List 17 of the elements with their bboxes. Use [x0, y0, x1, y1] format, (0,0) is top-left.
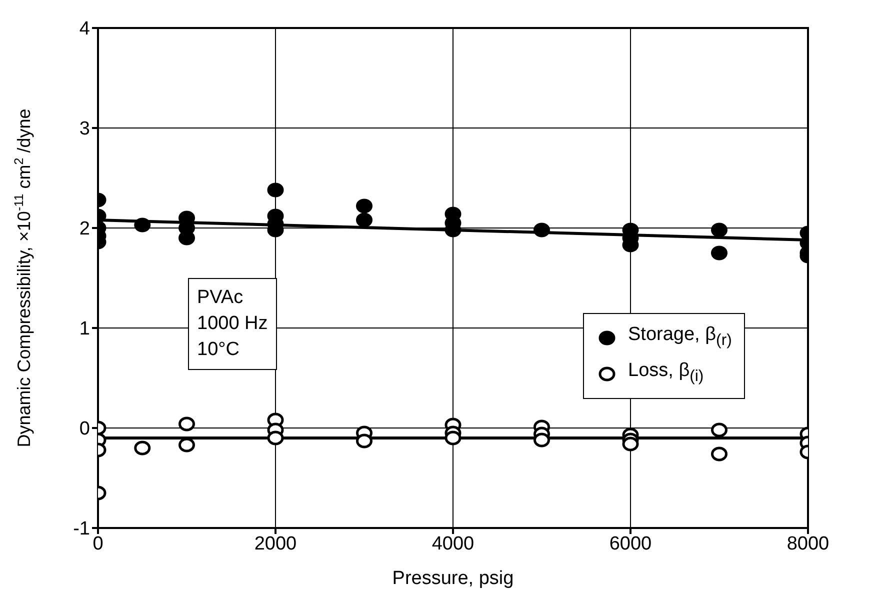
x-tick-label: 0: [92, 533, 104, 554]
x-tick-label: 2000: [254, 533, 297, 554]
y-tick-label: 1: [79, 318, 90, 340]
annotation: 1000 Hz: [197, 312, 268, 336]
y-tick-label: 0: [79, 418, 90, 440]
y-tick-label: 4: [79, 18, 90, 40]
y-tick-label: 3: [79, 118, 90, 140]
y-tick-label: -1: [73, 518, 90, 540]
x-tick-label: 8000: [786, 533, 830, 554]
annotation: 10°C: [197, 338, 240, 362]
legend-label: Loss, β$_{(i)}$: [628, 358, 704, 387]
x-tick-label: 4000: [432, 533, 474, 554]
x-tick-label: 6000: [609, 533, 652, 554]
x-axis-title: Pressure, psig: [392, 568, 514, 589]
y-tick-label: 2: [79, 218, 90, 240]
legend-label: Storage, β$_{(r)}$: [628, 323, 732, 351]
annotation: PVAc: [197, 286, 244, 310]
